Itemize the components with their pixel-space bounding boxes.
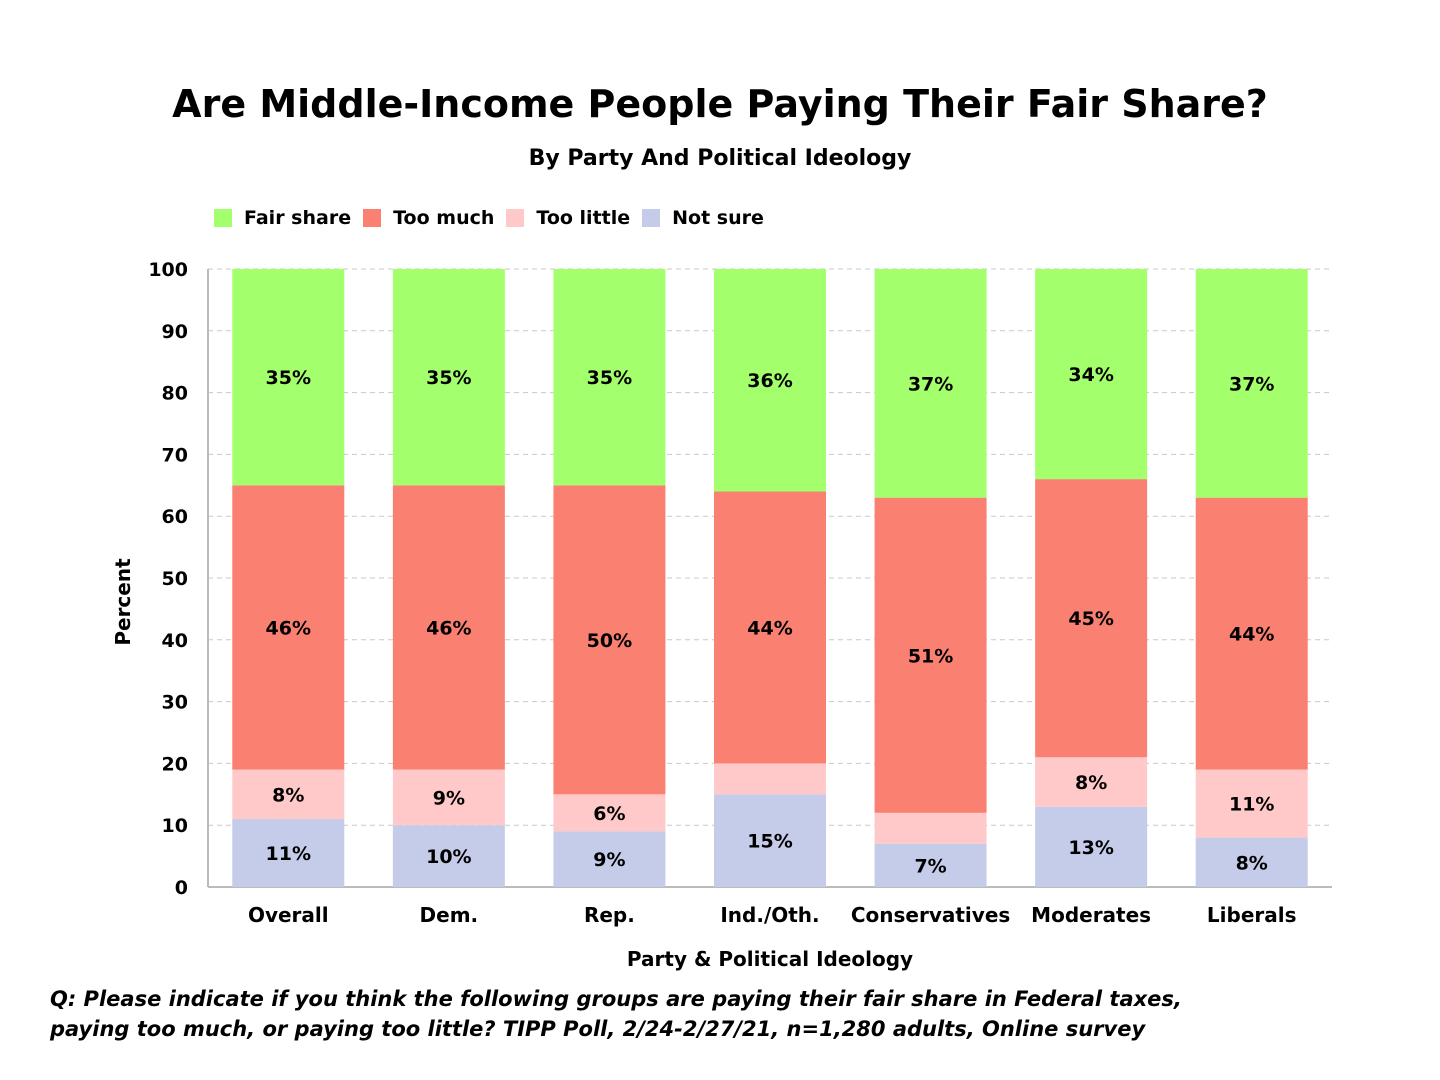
- data-label: 11%: [266, 843, 311, 865]
- y-tick-label: 20: [162, 753, 188, 775]
- bar-segment: [1035, 806, 1148, 887]
- footnote-line-2: paying too much, or paying too little? T…: [50, 1017, 1146, 1041]
- data-label: 10%: [426, 846, 471, 868]
- data-label: 35%: [266, 367, 311, 389]
- legend-item: Fair share: [214, 207, 351, 229]
- legend-swatch: [642, 209, 661, 227]
- bar-segment: [874, 497, 987, 813]
- bar-segment: [553, 794, 666, 832]
- bar-segment: [392, 269, 505, 486]
- footnote: Q: Please indicate if you think the foll…: [50, 984, 1182, 1044]
- data-label: 46%: [266, 617, 311, 639]
- legend-label: Not sure: [672, 207, 764, 229]
- data-label: 35%: [426, 367, 471, 389]
- legend-item: Not sure: [642, 207, 764, 229]
- bar-segment: [1195, 837, 1308, 887]
- data-label: 15%: [747, 831, 792, 853]
- legend-label: Too little: [536, 207, 631, 229]
- y-tick-label: 40: [162, 630, 188, 652]
- y-tick-label: 80: [162, 383, 188, 405]
- legend-label: Too much: [393, 207, 495, 229]
- y-tick-label: 30: [162, 692, 188, 714]
- bar-segment: [1195, 269, 1308, 498]
- y-tick-label: 90: [162, 321, 188, 343]
- bar-segment: [1035, 757, 1148, 807]
- x-tick-label: Dem.: [420, 903, 479, 927]
- bar-segment: [553, 831, 666, 887]
- bar-segment: [714, 763, 826, 795]
- legend-swatch: [506, 209, 525, 227]
- data-label: 8%: [1236, 852, 1268, 874]
- y-tick-label: 0: [175, 877, 188, 899]
- x-tick-label: Moderates: [1031, 903, 1151, 927]
- bar-segment: [1195, 769, 1308, 838]
- data-label: 46%: [426, 617, 471, 639]
- bar-segment: [1035, 479, 1148, 758]
- data-label: 37%: [1229, 373, 1274, 395]
- bar-segment: [553, 485, 666, 795]
- x-tick-label: Overall: [248, 903, 329, 927]
- x-tick-label: Ind./Oth.: [720, 903, 819, 927]
- bar-segment: [874, 812, 987, 844]
- data-label: 44%: [1229, 624, 1274, 646]
- y-tick-label: 70: [162, 444, 188, 466]
- data-label: 8%: [272, 784, 304, 806]
- data-label: 6%: [593, 803, 625, 825]
- y-tick-label: 50: [162, 568, 188, 590]
- data-label: 36%: [747, 370, 792, 392]
- bar-segment: [1195, 497, 1308, 770]
- data-label: 7%: [914, 855, 946, 877]
- bar-segment: [1035, 269, 1148, 480]
- bar-segment: [714, 491, 826, 764]
- bar-segment: [232, 269, 345, 486]
- y-axis-title: Percent: [111, 558, 135, 646]
- chart-title: Are Middle-Income People Paying Their Fa…: [172, 82, 1268, 126]
- data-label: 9%: [433, 787, 465, 809]
- bar-segment: [392, 825, 505, 887]
- legend: Fair share Too much Too little Not sure: [214, 207, 776, 229]
- data-label: 45%: [1068, 608, 1113, 630]
- data-label: 35%: [587, 367, 632, 389]
- data-label: 11%: [1229, 794, 1274, 816]
- bar-segment: [232, 769, 345, 820]
- data-label: 13%: [1068, 837, 1113, 859]
- bar-segment: [392, 769, 505, 826]
- bar-segment: [392, 485, 505, 770]
- x-tick-label: Conservatives: [851, 903, 1010, 927]
- bar-segment: [874, 843, 987, 887]
- bar-segment: [553, 269, 666, 486]
- bar-segment: [714, 794, 826, 887]
- bar-segment: [232, 485, 345, 770]
- data-label: 51%: [908, 645, 953, 667]
- data-label: 50%: [587, 630, 632, 652]
- data-label: 8%: [1075, 772, 1107, 794]
- legend-swatch: [363, 209, 382, 227]
- bar-segment: [232, 819, 345, 887]
- legend-label: Fair share: [244, 207, 352, 229]
- chart-subtitle: By Party And Political Ideology: [528, 146, 912, 171]
- y-tick-label: 60: [162, 506, 188, 528]
- data-label: 44%: [747, 617, 792, 639]
- legend-item: Too much: [363, 207, 494, 229]
- x-tick-label: Liberals: [1207, 903, 1297, 927]
- x-tick-label: Rep.: [584, 903, 635, 927]
- data-label: 37%: [908, 373, 953, 395]
- legend-item: Too little: [506, 207, 630, 229]
- footnote-line-1: Q: Please indicate if you think the foll…: [50, 987, 1182, 1011]
- y-tick-label: 10: [162, 815, 188, 837]
- legend-swatch: [214, 209, 232, 227]
- bar-segment: [874, 269, 987, 498]
- y-tick-label: 100: [148, 259, 188, 281]
- data-label: 34%: [1068, 364, 1113, 386]
- data-label: 9%: [593, 849, 625, 871]
- bar-segment: [714, 269, 826, 492]
- x-axis-title: Party & Political Ideology: [627, 947, 913, 971]
